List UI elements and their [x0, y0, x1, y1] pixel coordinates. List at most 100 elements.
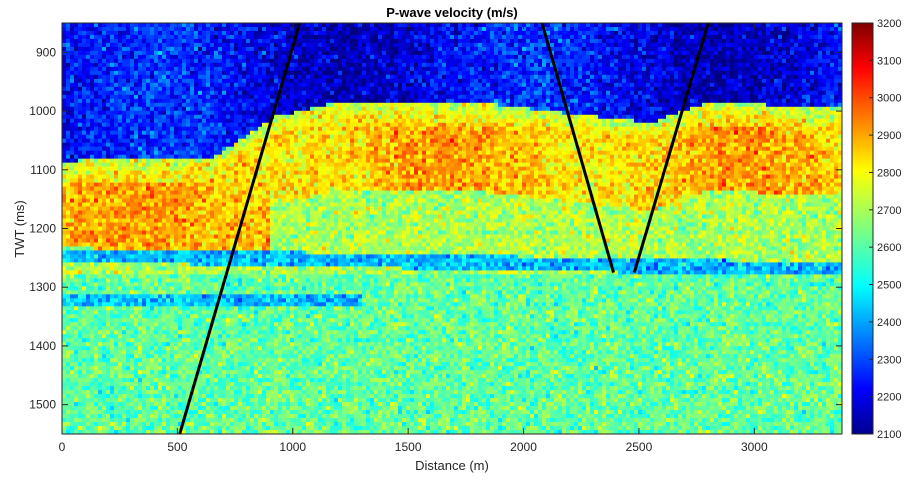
heatmap-cell: [714, 34, 719, 40]
heatmap-cell: [838, 50, 842, 56]
heatmap-cell: [234, 74, 239, 80]
heatmap-cell: [814, 110, 819, 116]
heatmap-cell: [754, 70, 759, 76]
heatmap-cell: [534, 114, 539, 120]
heatmap-cell: [254, 106, 259, 112]
heatmap-cell: [234, 86, 239, 92]
heatmap-cell: [254, 94, 259, 100]
heatmap-cell: [254, 82, 259, 88]
heatmap-cell: [130, 110, 135, 116]
heatmap-cell: [662, 42, 667, 48]
heatmap-cell: [350, 114, 355, 120]
heatmap-cell: [522, 54, 527, 60]
heatmap-cell: [362, 106, 367, 112]
heatmap-cell: [666, 46, 671, 52]
heatmap-cell: [374, 98, 379, 104]
heatmap-cell: [254, 70, 259, 76]
heatmap-cell: [102, 23, 107, 28]
heatmap-cell: [786, 46, 791, 52]
heatmap-cell: [218, 98, 223, 104]
heatmap-cell: [346, 90, 351, 96]
heatmap-cell: [698, 38, 703, 44]
heatmap-cell: [666, 118, 671, 124]
heatmap-cell: [402, 82, 407, 88]
heatmap-cell: [486, 50, 491, 56]
heatmap-cell: [742, 114, 747, 120]
heatmap-cell: [326, 54, 331, 60]
heatmap-cell: [266, 78, 271, 84]
heatmap-cell: [634, 46, 639, 52]
heatmap-cell: [370, 62, 375, 68]
heatmap-cell: [542, 23, 547, 28]
heatmap-cell: [802, 46, 807, 52]
heatmap-cell: [138, 30, 143, 36]
heatmap-cell: [66, 58, 71, 64]
heatmap-cell: [454, 118, 459, 124]
heatmap-cell: [262, 54, 267, 60]
heatmap-cell: [318, 74, 323, 80]
heatmap-cell: [566, 82, 571, 88]
heatmap-cell: [678, 70, 683, 76]
heatmap-cell: [470, 102, 475, 108]
heatmap-cell: [342, 74, 347, 80]
heatmap-cell: [170, 58, 175, 64]
heatmap-cell: [638, 62, 643, 68]
heatmap-cell: [470, 46, 475, 52]
heatmap-cell: [770, 34, 775, 40]
heatmap-cell: [658, 114, 663, 120]
heatmap-cell: [194, 34, 199, 40]
heatmap-cell: [602, 62, 607, 68]
heatmap-cell: [838, 86, 842, 92]
heatmap-cell: [154, 110, 159, 116]
heatmap-cell: [650, 118, 655, 124]
heatmap-cell: [358, 46, 363, 52]
heatmap-cell: [238, 86, 243, 92]
heatmap-cell: [178, 74, 183, 80]
heatmap-cell: [186, 70, 191, 76]
heatmap-cell: [714, 50, 719, 56]
heatmap-cell: [542, 110, 547, 116]
heatmap-cell: [638, 54, 643, 60]
heatmap-cell: [142, 118, 147, 124]
heatmap-cell: [530, 26, 535, 32]
heatmap-cell: [334, 102, 339, 108]
heatmap-cell: [750, 23, 755, 28]
heatmap-cell: [126, 86, 131, 92]
heatmap-cell: [798, 94, 803, 100]
heatmap-cell: [490, 70, 495, 76]
heatmap-cell: [170, 46, 175, 52]
heatmap-cell: [158, 74, 163, 80]
heatmap-cell: [334, 70, 339, 76]
heatmap-cell: [706, 34, 711, 40]
heatmap-cell: [338, 78, 343, 84]
heatmap-cell: [410, 86, 415, 92]
heatmap-cell: [206, 70, 211, 76]
heatmap-cell: [634, 114, 639, 120]
heatmap-cell: [826, 26, 831, 32]
heatmap-cell: [462, 66, 467, 72]
heatmap-cell: [638, 106, 643, 112]
heatmap-cell: [810, 38, 815, 44]
heatmap-cell: [86, 110, 91, 116]
heatmap-cell: [690, 54, 695, 60]
heatmap-cell: [366, 74, 371, 80]
heatmap-cell: [338, 34, 343, 40]
heatmap-cell: [238, 42, 243, 48]
heatmap-cell: [634, 42, 639, 48]
heatmap-cell: [618, 66, 623, 72]
heatmap-cell: [678, 34, 683, 40]
heatmap-cell: [530, 82, 535, 88]
heatmap-cell: [594, 50, 599, 56]
heatmap-cell: [422, 54, 427, 60]
heatmap-cell: [498, 62, 503, 68]
heatmap-cell: [346, 102, 351, 108]
heatmap-cell: [66, 42, 71, 48]
heatmap-cell: [662, 74, 667, 80]
heatmap-cell: [538, 90, 543, 96]
heatmap-cell: [118, 78, 123, 84]
heatmap-cell: [806, 38, 811, 44]
heatmap-cell: [302, 90, 307, 96]
heatmap-cell: [70, 106, 75, 112]
heatmap-cell: [206, 90, 211, 96]
heatmap-cell: [210, 122, 215, 128]
